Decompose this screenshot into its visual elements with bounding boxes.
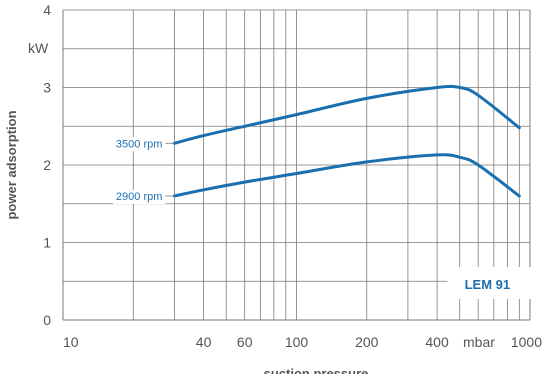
annotation-group: LEM 91 (447, 267, 549, 300)
series-labels: 3500 rpm 2900 rpm (112, 137, 175, 204)
y-axis-label: power adsorption (4, 110, 19, 219)
x-tick-label: 60 (237, 334, 253, 350)
y-tick-label: 0 (43, 312, 51, 328)
x-tick-label: 100 (285, 334, 309, 350)
model-label: LEM 91 (465, 277, 511, 292)
series-label-2: 2900 rpm (116, 191, 162, 203)
x-tick-label: 200 (355, 334, 379, 350)
series-label-bg (112, 137, 166, 152)
x-axis-label: suction pressure (264, 366, 369, 374)
series-line-2 (172, 153, 521, 198)
series-lines (172, 84, 521, 198)
y-tick-label: 1 (43, 235, 51, 251)
y-axis-unit: kW (28, 40, 49, 56)
x-tick-label: 1000 (511, 334, 542, 350)
tick-labels: 0 1 2 3 4 10 40 60 100 200 400 1000 (43, 2, 542, 350)
series-label-bg (112, 190, 166, 204)
x-tick-label: 400 (425, 334, 449, 350)
x-tick-label: 10 (63, 334, 79, 350)
y-tick-label: 3 (43, 80, 51, 96)
y-tick-label: 2 (43, 157, 51, 173)
series-label-1: 3500 rpm (116, 138, 162, 150)
series-line-1 (172, 84, 521, 145)
model-label-bg (447, 267, 549, 300)
y-tick-label: 4 (43, 2, 51, 18)
x-axis-unit: mbar (463, 334, 495, 350)
x-tick-label: 40 (196, 334, 212, 350)
